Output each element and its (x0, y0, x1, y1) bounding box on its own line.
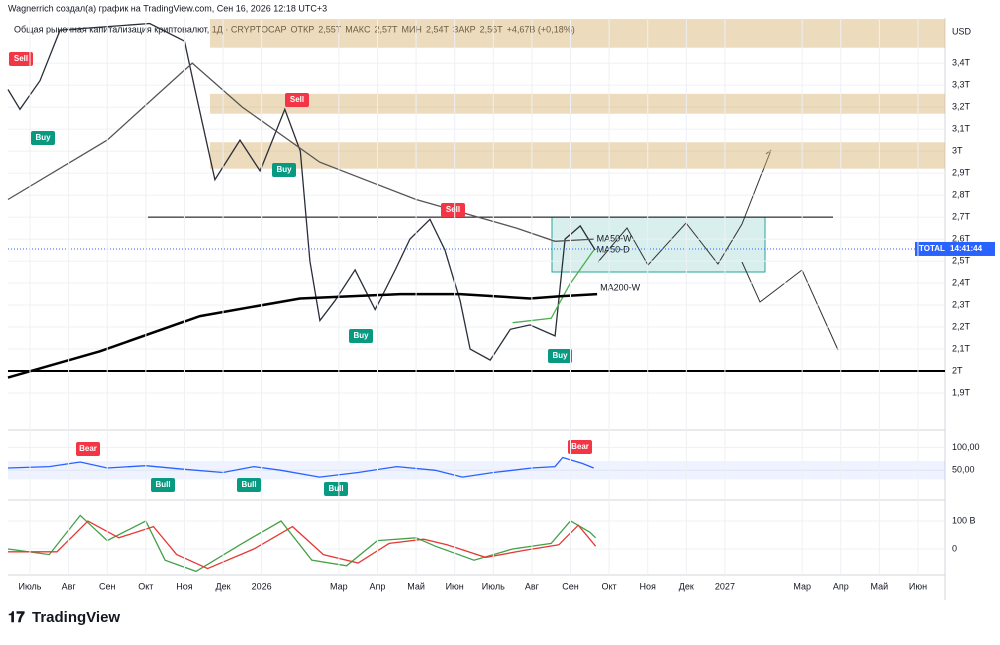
series-line (7, 62, 594, 242)
y-tick-label: 2,3T (952, 299, 971, 309)
legend-text: ОТКР (291, 24, 315, 34)
x-tick-label: Апр (833, 581, 849, 591)
y-tick-label: 2T (952, 365, 963, 375)
signal-badge (285, 93, 309, 107)
y-tick-label: 100,00 (952, 442, 980, 452)
signal-label: Bull (328, 484, 343, 493)
x-tick-label: Ноя (640, 581, 657, 591)
y-tick-label: 1,9T (952, 387, 971, 397)
credit: Wagnerrich создал(а) график на TradingVi… (8, 3, 327, 13)
x-tick-label: Сен (99, 581, 116, 591)
signal-label: Bear (79, 444, 97, 453)
y-tick-label: 3,1T (952, 123, 971, 133)
x-tick-label: Июль (482, 581, 505, 591)
signal-label: Buy (552, 351, 568, 360)
y-tick-label: 2,2T (952, 321, 971, 331)
y-tick-label: 100 B (952, 515, 976, 525)
y-tick-label: 3T (952, 145, 963, 155)
x-tick-label: Июн (909, 581, 927, 591)
zone (210, 93, 945, 114)
y-tick-label: 2,9T (952, 167, 971, 177)
series-line (7, 22, 596, 361)
price-timer: 14:41:44 (950, 244, 983, 253)
signal-label: Sell (290, 95, 304, 104)
series-line (8, 520, 597, 570)
x-tick-label: Авг (62, 581, 77, 591)
y-tick-label: 3,3T (952, 79, 971, 89)
y-tick-label: 3,4T (952, 57, 971, 67)
signal-badge (151, 478, 175, 492)
y-tick-label: 2,5T (952, 255, 971, 265)
signal-badge (272, 163, 296, 177)
x-tick-label: Июль (19, 581, 42, 591)
signal-label: Bull (241, 480, 256, 489)
legend-text: 2,54T (426, 24, 450, 34)
y-tick-label: 2,1T (952, 343, 971, 353)
x-tick-label: 2027 (715, 581, 735, 591)
signal-label: Buy (35, 133, 51, 142)
x-tick-label: 2026 (252, 581, 272, 591)
signal-label: Bull (155, 480, 170, 489)
x-tick-label: Мар (330, 581, 348, 591)
legend-text: МАКС (345, 24, 371, 34)
legend-text: ЗАКР (453, 24, 476, 34)
series-label: MA200-W (600, 282, 641, 292)
y-tick-label: 2,6T (952, 233, 971, 243)
y-tick-label: 2,4T (952, 277, 971, 287)
signal-badge (349, 329, 373, 343)
x-tick-label: Май (871, 581, 889, 591)
legend-text: МИН (401, 24, 421, 34)
signal-label: Buy (276, 165, 292, 174)
brand-logo: 𝟏𝟕 (8, 609, 25, 626)
legend-text: 2,57T (374, 24, 398, 34)
series-label: MA50-D (597, 244, 631, 254)
signal-badge (568, 440, 592, 454)
x-tick-label: Окт (138, 581, 153, 591)
x-tick-label: Дек (679, 581, 694, 591)
rsi-band (8, 461, 945, 480)
series-line (7, 292, 598, 379)
series-line (7, 514, 597, 573)
price-tag-bg (915, 241, 995, 256)
signal-badge (441, 203, 465, 217)
signal-badge (76, 442, 100, 456)
legend: Общая рыночная капитализация криптовалют… (14, 24, 575, 34)
signal-label: Sell (446, 205, 460, 214)
signal-label: Bear (571, 442, 589, 451)
series-label: MA50-W (597, 233, 633, 243)
currency: USD (952, 26, 972, 36)
signal-badge (31, 131, 55, 145)
x-tick-label: Апр (370, 581, 386, 591)
brand: TradingView (32, 609, 120, 626)
zone (210, 142, 945, 169)
x-tick-label: Июн (446, 581, 464, 591)
projection-down (741, 261, 839, 351)
legend-text: 2,55T (318, 24, 342, 34)
x-tick-label: Дек (216, 581, 231, 591)
y-tick-label: 2,7T (952, 211, 971, 221)
y-tick-label: 3,2T (952, 101, 971, 111)
y-tick-label: 50,00 (952, 465, 975, 475)
legend-text: 2,56T (480, 24, 504, 34)
zone (210, 19, 945, 48)
price-tag: TOTAL (919, 244, 945, 253)
x-tick-label: Май (407, 581, 425, 591)
signal-badge (9, 52, 33, 66)
signal-label: Sell (14, 54, 28, 63)
signal-badge (548, 349, 572, 363)
legend-text: +4,67B (+0,18%) (507, 24, 575, 34)
x-tick-label: Ноя (176, 581, 193, 591)
y-tick-label: 2,8T (952, 189, 971, 199)
x-tick-label: Авг (525, 581, 540, 591)
x-tick-label: Мар (793, 581, 811, 591)
y-tick-label: 0 (952, 543, 957, 553)
x-tick-label: Сен (562, 581, 579, 591)
signal-badge (324, 482, 348, 496)
signal-label: Buy (353, 331, 369, 340)
x-tick-label: Окт (602, 581, 617, 591)
legend-text: Общая рыночная капитализация криптовалют… (14, 24, 287, 34)
signal-badge (237, 478, 261, 492)
